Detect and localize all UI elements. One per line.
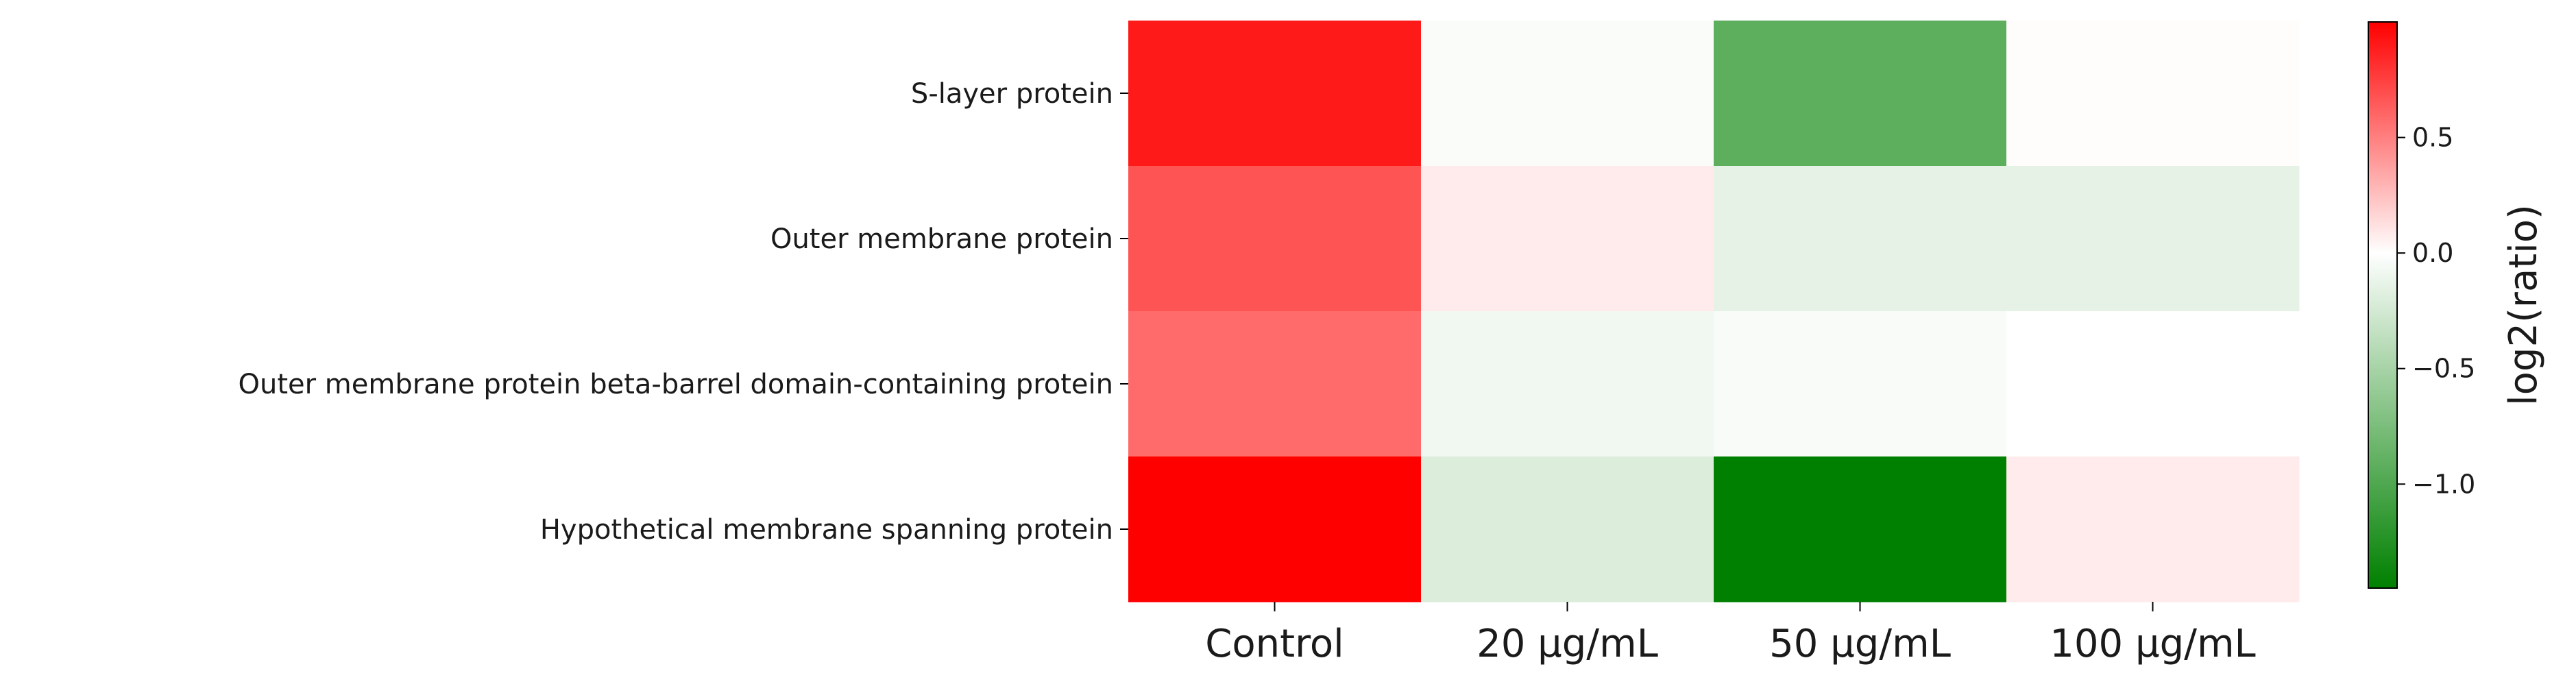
row-label: S-layer protein: [911, 78, 1113, 110]
heatmap-cell: [1714, 456, 2007, 602]
heatmap-cell: [1128, 21, 1422, 167]
heatmap-cell: [1128, 456, 1422, 602]
heatmap-cell: [1714, 166, 2007, 312]
heatmap-cell: [2006, 21, 2300, 167]
row-label: Outer membrane protein beta-barrel domai…: [238, 369, 1113, 400]
heatmap-cell: [2006, 456, 2300, 602]
column-label: Control: [1205, 622, 1344, 666]
colorbar-tick-label: −0.5: [2412, 354, 2475, 384]
heatmap-cell: [2006, 166, 2300, 312]
heatmap-cell: [1714, 311, 2007, 457]
heatmap-cell: [1421, 311, 1714, 457]
column-label: 100 μg/mL: [2050, 622, 2255, 666]
row-label: Outer membrane protein: [770, 223, 1113, 255]
colorbar-tick-label: −1.0: [2412, 469, 2475, 499]
column-label: 50 μg/mL: [1769, 622, 1951, 666]
heatmap-cell: [1128, 311, 1422, 457]
heatmap-cell: [1421, 456, 1714, 602]
heatmap-cell: [1128, 166, 1422, 312]
heatmap-cell: [1421, 166, 1714, 312]
column-label: 20 μg/mL: [1477, 622, 1658, 666]
colorbar-tick-label: 0.5: [2412, 123, 2453, 153]
colorbar: 0.5 0.0 −0.5 −1.0 log2(ratio): [2368, 21, 2546, 589]
heatmap-cell: [1421, 21, 1714, 167]
column-axis: Control 20 μg/mL 50 μg/mL 100 μg/mL: [1205, 602, 2256, 666]
heatmap-cells: [1128, 21, 2300, 602]
colorbar-label: log2(ratio): [2501, 204, 2546, 406]
row-axis: S-layer protein Outer membrane protein Out…: [238, 78, 1128, 546]
colorbar-gradient: [2368, 21, 2398, 589]
heatmap-cell: [1714, 21, 2007, 167]
row-label: Hypothetical membrane spanning protein: [540, 514, 1113, 546]
colorbar-ticks: 0.5 0.0 −0.5 −1.0: [2397, 123, 2475, 499]
colorbar-tick-label: 0.0: [2412, 238, 2453, 268]
heatmap-cell: [2006, 311, 2300, 457]
